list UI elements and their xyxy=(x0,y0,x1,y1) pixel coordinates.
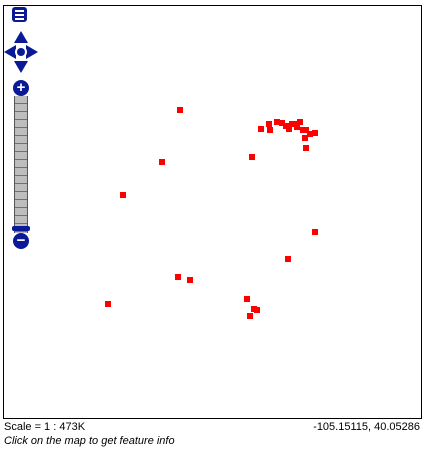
scale-label: Scale = 1 : 473K xyxy=(4,421,86,433)
pan-center-icon xyxy=(15,46,27,58)
feature-marker[interactable] xyxy=(267,127,273,133)
pan-control xyxy=(4,31,38,73)
pan-down-icon[interactable] xyxy=(14,61,28,73)
layers-line xyxy=(15,14,24,16)
feature-marker[interactable] xyxy=(302,135,308,141)
feature-marker[interactable] xyxy=(244,296,250,302)
feature-marker[interactable] xyxy=(187,277,193,283)
zoom-slider-track[interactable] xyxy=(14,96,28,233)
feature-marker[interactable] xyxy=(258,126,264,132)
feature-info-hint: Click on the map to get feature info xyxy=(4,435,175,447)
feature-marker[interactable] xyxy=(294,124,300,130)
pan-left-icon[interactable] xyxy=(4,45,16,59)
feature-marker[interactable] xyxy=(247,313,253,319)
feature-marker[interactable] xyxy=(286,126,292,132)
layers-line xyxy=(15,18,24,20)
pan-right-icon[interactable] xyxy=(26,45,38,59)
layers-line xyxy=(15,10,24,12)
map-viewport[interactable] xyxy=(3,5,422,419)
zoom-in-icon[interactable]: + xyxy=(13,80,29,96)
feature-marker[interactable] xyxy=(312,229,318,235)
zoom-slider-handle[interactable] xyxy=(12,226,30,231)
feature-marker[interactable] xyxy=(177,107,183,113)
feature-marker[interactable] xyxy=(254,307,260,313)
feature-marker[interactable] xyxy=(105,301,111,307)
feature-marker[interactable] xyxy=(159,159,165,165)
feature-marker[interactable] xyxy=(266,121,272,127)
feature-marker[interactable] xyxy=(274,119,280,125)
feature-marker[interactable] xyxy=(303,127,309,133)
feature-marker[interactable] xyxy=(249,154,255,160)
feature-marker[interactable] xyxy=(279,120,285,126)
pan-up-icon[interactable] xyxy=(14,31,28,43)
feature-marker[interactable] xyxy=(285,256,291,262)
feature-marker[interactable] xyxy=(291,121,297,127)
zoom-out-icon[interactable]: − xyxy=(13,233,29,249)
feature-marker[interactable] xyxy=(303,145,309,151)
feature-marker[interactable] xyxy=(307,131,313,137)
feature-marker[interactable] xyxy=(120,192,126,198)
feature-layer xyxy=(4,6,421,418)
feature-marker[interactable] xyxy=(297,119,303,125)
layer-switcher-icon[interactable] xyxy=(12,7,27,22)
feature-marker[interactable] xyxy=(175,274,181,280)
feature-marker[interactable] xyxy=(312,130,318,136)
mouse-coordinates: -105.15115, 40.05286 xyxy=(313,421,420,433)
